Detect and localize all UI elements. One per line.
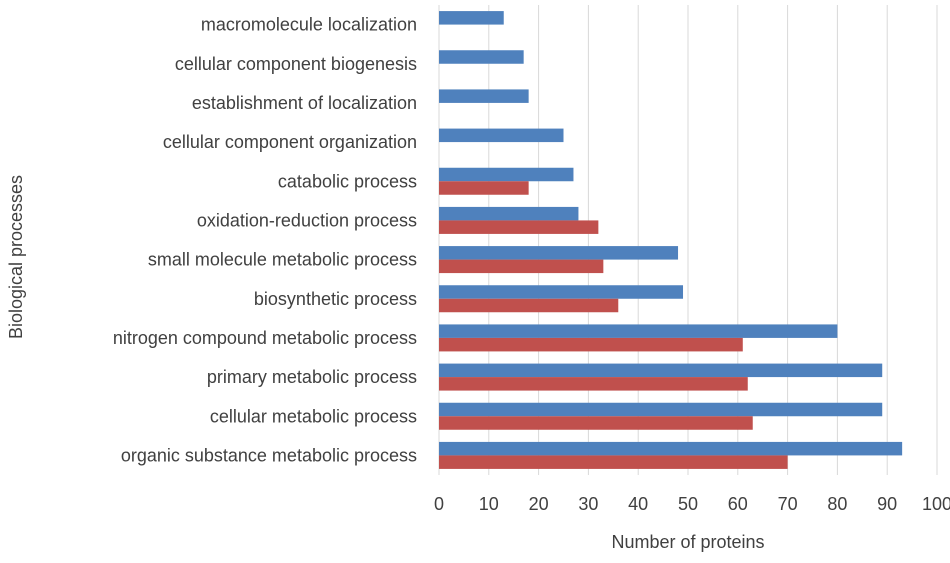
x-tick-label: 50 [678,494,698,514]
bar-series-blue [439,206,579,221]
bar-series-blue [439,363,883,378]
category-label: nitrogen compound metabolic process [113,328,417,348]
bars [439,11,903,469]
x-tick-label: 40 [628,494,648,514]
x-tick-label: 80 [827,494,847,514]
x-tick-labels: 0 10 20 30 40 50 60 70 80 90 100 [434,494,950,514]
bar-series-blue [439,402,883,417]
bar-series-blue [439,50,524,64]
category-label: cellular component organization [163,132,417,152]
bar-series-blue [439,167,574,182]
gridlines [438,5,938,475]
x-tick-label: 90 [877,494,897,514]
bar-series-blue [439,128,564,143]
bar-series-red [439,220,599,234]
category-labels: organic substance metabolic process cellu… [113,15,417,466]
bar-series-red [439,298,619,313]
x-tick-label: 0 [434,494,444,514]
category-label: primary metabolic process [207,367,417,387]
category-label: small molecule metabolic process [148,250,417,270]
bar-series-blue [439,324,838,338]
x-tick-label: 20 [529,494,549,514]
category-label: cellular component biogenesis [175,54,417,74]
category-label: catabolic process [278,171,417,191]
x-tick-label: 60 [728,494,748,514]
x-tick-label: 30 [578,494,598,514]
bar-series-red [439,337,743,352]
bar-series-red [439,455,788,469]
bar-series-blue [439,441,903,456]
bar-series-red [439,416,753,430]
y-axis-title: Biological processes [6,175,26,339]
category-label: macromolecule localization [201,15,417,35]
category-label: cellular metabolic process [210,406,417,426]
x-axis-title: Number of proteins [611,532,764,552]
x-tick-label: 70 [778,494,798,514]
x-tick-label: 100 [922,494,950,514]
category-label: organic substance metabolic process [121,445,417,465]
x-tick-label: 10 [479,494,499,514]
bar-series-blue [439,11,504,25]
bar-series-red [439,377,748,391]
bar-series-blue [439,89,529,103]
bar-series-blue [439,246,679,260]
bar-series-blue [439,285,684,299]
category-label: oxidation-reduction process [197,210,417,230]
bar-series-red [439,181,529,195]
bar-series-red [439,259,604,274]
category-label: biosynthetic process [254,289,417,309]
category-label: establishment of localization [192,93,417,113]
